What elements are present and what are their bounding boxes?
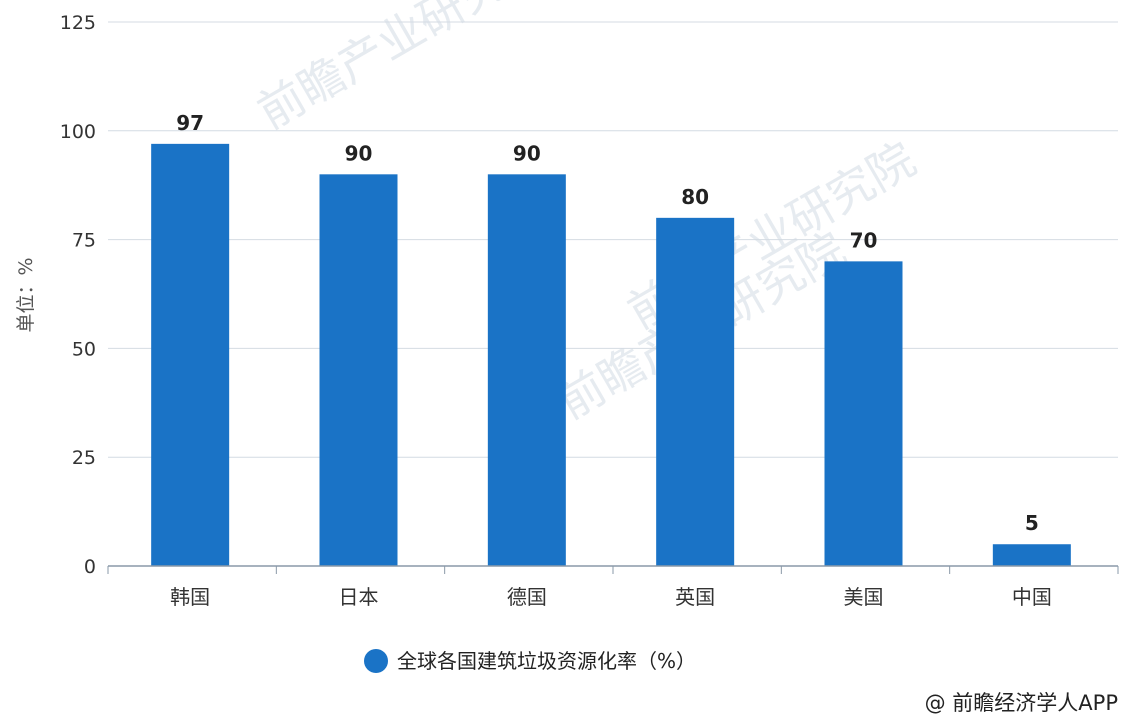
bar-2	[487, 174, 566, 566]
legend: 全球各国建筑垃圾资源化率（%）	[364, 649, 696, 673]
y-axis-title: 单位：%	[15, 257, 37, 332]
watermark-text: 前瞻产业研究院	[249, 0, 555, 140]
source-credit: @ 前瞻经济学人APP	[925, 691, 1118, 715]
legend-marker	[364, 649, 388, 673]
gridlines	[108, 21, 1118, 458]
data-label: 97	[176, 111, 204, 135]
y-tick-label: 75	[72, 230, 96, 252]
x-tick-label: 德国	[507, 585, 547, 609]
data-label: 90	[345, 141, 373, 165]
data-label: 70	[850, 228, 878, 252]
legend-label: 全球各国建筑垃圾资源化率（%）	[397, 649, 696, 673]
bar-4	[824, 261, 903, 566]
y-tick-label: 100	[60, 121, 96, 143]
bars	[151, 143, 1071, 566]
data-label: 90	[513, 141, 541, 165]
x-tick-label: 韩国	[170, 585, 210, 609]
x-tick-label: 日本	[339, 585, 379, 609]
bar-0	[151, 143, 230, 566]
bar-3	[656, 217, 735, 566]
y-tick-label: 25	[72, 447, 96, 469]
x-tick-label: 英国	[675, 585, 715, 609]
data-label: 5	[1025, 511, 1039, 535]
bar-5	[992, 544, 1071, 566]
x-axis-ticks: 韩国 日本 德国 英国 美国 中国	[107, 566, 1119, 609]
x-tick-label: 美国	[844, 585, 884, 609]
y-tick-label: 125	[60, 12, 96, 34]
bar-1	[319, 174, 398, 566]
y-tick-label: 50	[72, 338, 96, 360]
y-axis-ticks: 0 25 50 75 100 125	[60, 12, 96, 578]
data-labels: 97 90 90 80 70 5	[176, 111, 1039, 535]
data-label: 80	[681, 185, 709, 209]
y-tick-label: 0	[84, 556, 96, 578]
x-tick-label: 中国	[1012, 585, 1052, 609]
